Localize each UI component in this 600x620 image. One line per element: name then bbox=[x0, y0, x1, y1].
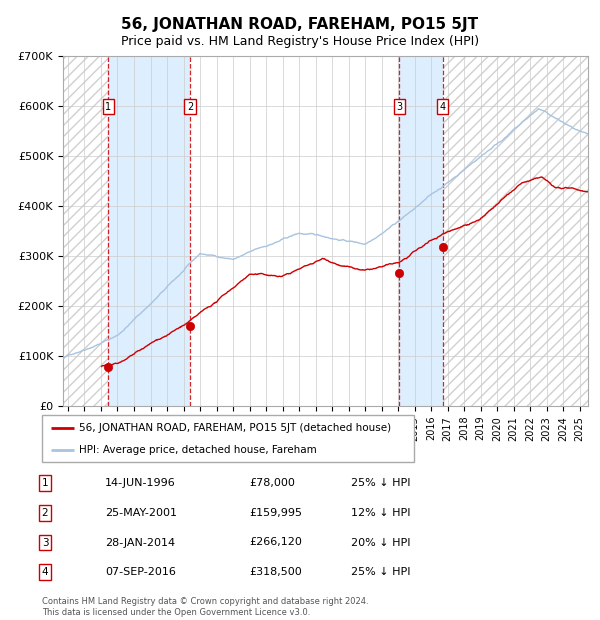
Text: HPI: Average price, detached house, Fareham: HPI: Average price, detached house, Fare… bbox=[79, 445, 317, 455]
Text: 56, JONATHAN ROAD, FAREHAM, PO15 5JT (detached house): 56, JONATHAN ROAD, FAREHAM, PO15 5JT (de… bbox=[79, 423, 391, 433]
Text: 2: 2 bbox=[41, 508, 49, 518]
Text: 28-JAN-2014: 28-JAN-2014 bbox=[105, 538, 175, 547]
Bar bbox=[63, 56, 109, 406]
Text: 25% ↓ HPI: 25% ↓ HPI bbox=[351, 567, 410, 577]
Text: 25-MAY-2001: 25-MAY-2001 bbox=[105, 508, 177, 518]
Text: 20% ↓ HPI: 20% ↓ HPI bbox=[351, 538, 410, 547]
Text: £159,995: £159,995 bbox=[249, 508, 302, 518]
Text: 12% ↓ HPI: 12% ↓ HPI bbox=[351, 508, 410, 518]
Bar bbox=[109, 56, 190, 406]
Text: 4: 4 bbox=[439, 102, 446, 112]
Text: £266,120: £266,120 bbox=[249, 538, 302, 547]
Text: 2: 2 bbox=[187, 102, 193, 112]
Text: 25% ↓ HPI: 25% ↓ HPI bbox=[351, 478, 410, 488]
Text: 4: 4 bbox=[41, 567, 49, 577]
Text: £78,000: £78,000 bbox=[249, 478, 295, 488]
Bar bbox=[443, 56, 588, 406]
Bar bbox=[63, 56, 109, 406]
Bar bbox=[190, 56, 400, 406]
Text: 07-SEP-2016: 07-SEP-2016 bbox=[105, 567, 176, 577]
Text: 56, JONATHAN ROAD, FAREHAM, PO15 5JT: 56, JONATHAN ROAD, FAREHAM, PO15 5JT bbox=[121, 17, 479, 32]
Text: 3: 3 bbox=[397, 102, 403, 112]
Text: Price paid vs. HM Land Registry's House Price Index (HPI): Price paid vs. HM Land Registry's House … bbox=[121, 35, 479, 48]
Bar bbox=[400, 56, 443, 406]
Text: £318,500: £318,500 bbox=[249, 567, 302, 577]
Text: 3: 3 bbox=[41, 538, 49, 547]
Text: 1: 1 bbox=[106, 102, 112, 112]
Bar bbox=[443, 56, 588, 406]
Text: 14-JUN-1996: 14-JUN-1996 bbox=[105, 478, 176, 488]
Text: 1: 1 bbox=[41, 478, 49, 488]
Text: Contains HM Land Registry data © Crown copyright and database right 2024.
This d: Contains HM Land Registry data © Crown c… bbox=[42, 598, 368, 617]
